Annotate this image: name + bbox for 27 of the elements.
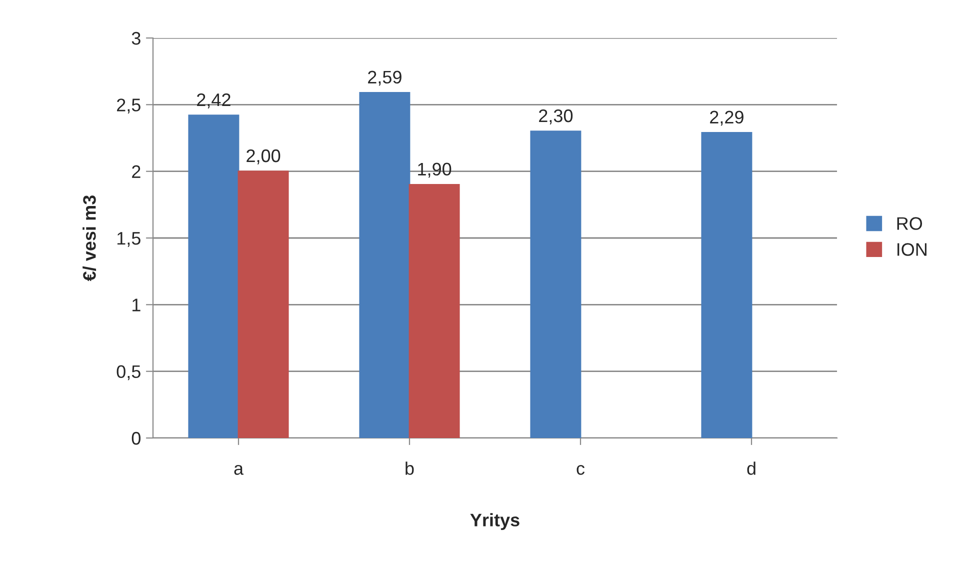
x-tick-label: d bbox=[747, 462, 756, 475]
x-tick-label: c bbox=[576, 464, 585, 475]
x-tick-label: b bbox=[406, 462, 414, 475]
legend-label: RO bbox=[897, 217, 922, 230]
x-axis-title: Yritys bbox=[470, 513, 520, 530]
bar bbox=[408, 184, 460, 438]
data-label: 2,00 bbox=[246, 149, 280, 164]
bar bbox=[238, 170, 289, 438]
bar bbox=[530, 130, 582, 438]
y-tick-label: 1 bbox=[132, 298, 140, 312]
data-label: 2,42 bbox=[197, 93, 230, 108]
bar bbox=[188, 114, 240, 438]
y-tick-label: 3 bbox=[132, 32, 140, 45]
x-tick-label: a bbox=[234, 464, 244, 475]
y-tick-label: 1,5 bbox=[117, 232, 140, 247]
data-label: 2,29 bbox=[710, 110, 744, 126]
y-tick-label: 0,5 bbox=[116, 365, 140, 380]
y-tick-label: 2,5 bbox=[117, 98, 140, 114]
data-label: 1,90 bbox=[418, 162, 452, 178]
data-label: 2,30 bbox=[539, 109, 573, 124]
bar bbox=[701, 132, 752, 438]
y-tick-label: 2 bbox=[132, 165, 140, 178]
y-tick-label: 0 bbox=[132, 432, 140, 445]
bar bbox=[359, 92, 410, 438]
data-label: 2,59 bbox=[368, 70, 402, 86]
legend-label: ION bbox=[897, 243, 926, 256]
y-axis-title: €/ vesi m3 bbox=[82, 195, 96, 282]
